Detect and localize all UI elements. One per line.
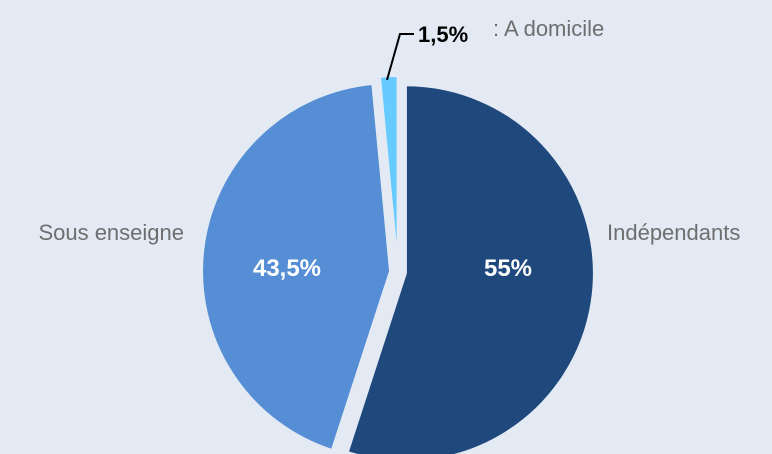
category-label-independants: Indépendants: [607, 220, 740, 245]
slice-sous-enseigne: [201, 82, 392, 452]
callout-category-label: : A domicile: [493, 16, 604, 41]
callout-leader-line: [386, 33, 414, 81]
pie-slices: [201, 75, 595, 454]
slice-label-sous-enseigne: 43,5%: [253, 255, 321, 282]
category-label-sous-enseigne: Sous enseigne: [38, 220, 184, 245]
slice-label-independants: 55%: [484, 255, 532, 282]
callout-value-label: 1,5%: [418, 22, 468, 47]
slice-independants: [346, 84, 595, 454]
